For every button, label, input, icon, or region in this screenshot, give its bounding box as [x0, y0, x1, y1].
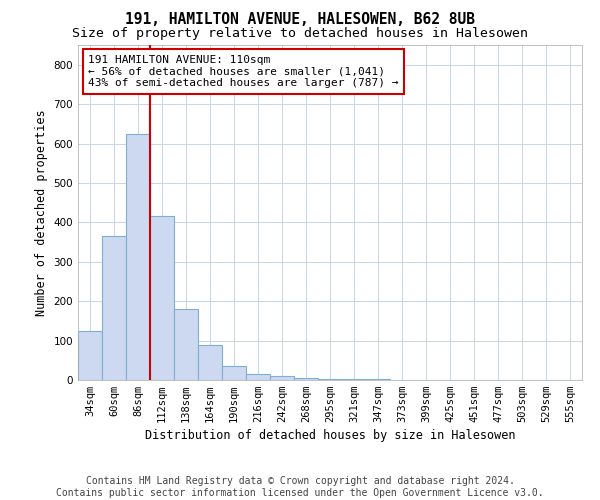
X-axis label: Distribution of detached houses by size in Halesowen: Distribution of detached houses by size …: [145, 430, 515, 442]
Bar: [126, 134, 150, 380]
Bar: [222, 366, 246, 380]
Bar: [78, 330, 102, 380]
Text: Size of property relative to detached houses in Halesowen: Size of property relative to detached ho…: [72, 28, 528, 40]
Bar: [102, 236, 126, 380]
Bar: [270, 376, 294, 380]
Bar: [366, 379, 390, 380]
Bar: [294, 378, 318, 380]
Bar: [150, 216, 174, 380]
Y-axis label: Number of detached properties: Number of detached properties: [35, 109, 48, 316]
Text: 191 HAMILTON AVENUE: 110sqm
← 56% of detached houses are smaller (1,041)
43% of : 191 HAMILTON AVENUE: 110sqm ← 56% of det…: [88, 55, 398, 88]
Text: 191, HAMILTON AVENUE, HALESOWEN, B62 8UB: 191, HAMILTON AVENUE, HALESOWEN, B62 8UB: [125, 12, 475, 28]
Bar: [318, 379, 342, 380]
Bar: [342, 379, 366, 380]
Bar: [174, 309, 198, 380]
Bar: [246, 374, 270, 380]
Bar: [198, 344, 222, 380]
Text: Contains HM Land Registry data © Crown copyright and database right 2024.
Contai: Contains HM Land Registry data © Crown c…: [56, 476, 544, 498]
